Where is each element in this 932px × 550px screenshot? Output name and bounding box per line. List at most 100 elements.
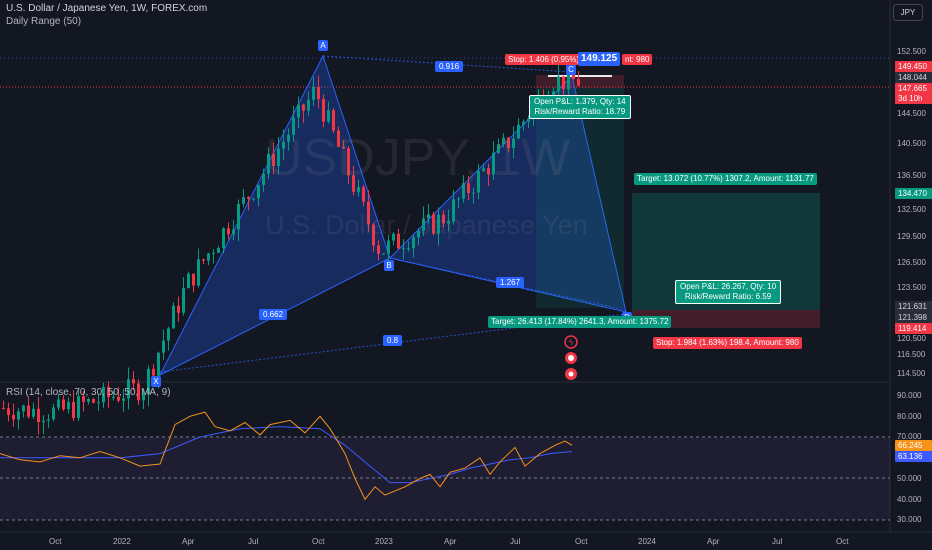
candle-body [272, 153, 275, 166]
candle-body [332, 110, 335, 131]
candle-body [407, 248, 410, 250]
rr-top-text: Risk/Reward Ratio: 18.79 [534, 107, 626, 116]
event-icons[interactable]: ϟ [564, 335, 578, 380]
candle-body [527, 118, 530, 122]
candle-body [397, 233, 400, 249]
candle-body [287, 134, 290, 142]
price-tag: 134.470 [895, 188, 932, 199]
candle-body [262, 173, 265, 185]
candle-body [337, 130, 340, 147]
candle-body [222, 228, 225, 249]
rsi-label[interactable]: RSI (14, close, 70, 30, 50, 50, MA, 9) [6, 387, 171, 398]
ratio-label-xb: 0.662 [259, 309, 288, 320]
price-axis-label: 152.500 [897, 47, 926, 56]
price-tag: 149.450 [895, 61, 932, 72]
candle-body [442, 214, 445, 224]
price-tag: 119.414 [895, 323, 932, 334]
candle-body [422, 218, 425, 232]
candle-body [372, 224, 375, 246]
candle-body [277, 148, 280, 166]
currency-button[interactable]: JPY [893, 4, 923, 21]
price-axis-label: 144.500 [897, 109, 926, 118]
candle-body [427, 214, 430, 219]
long-position-tool-bottom[interactable] [632, 193, 820, 328]
pattern-point-x: X [151, 376, 161, 387]
candle-body [347, 148, 350, 176]
candle-body [147, 368, 150, 394]
candle-body [87, 399, 90, 402]
candle-body [102, 386, 105, 403]
candle-body [132, 379, 135, 384]
candle-body [312, 86, 315, 100]
candle-body [457, 198, 460, 200]
price-axis-label: 132.500 [897, 205, 926, 214]
candle-body [7, 408, 10, 415]
candle-body [92, 399, 95, 403]
indicator-label[interactable]: Daily Range (50) [6, 16, 82, 27]
candle-body [232, 229, 235, 235]
long-position-tool-top[interactable] [536, 75, 624, 308]
candle-body [122, 398, 125, 401]
candle-body [37, 408, 40, 423]
candle-body [27, 405, 30, 417]
candle-body [267, 153, 270, 174]
time-axis-label: 2022 [113, 537, 131, 546]
candle-body [127, 379, 130, 399]
candle-body [307, 99, 310, 111]
candle-body [302, 104, 305, 111]
candle-body [387, 240, 390, 254]
chart-title: U.S. Dollar / Japanese Yen, 1W, FOREX.co… [6, 3, 208, 14]
candle-body [462, 183, 465, 199]
candle-body [437, 214, 440, 234]
candle-body [52, 407, 55, 420]
watermark-symbol: USDJPY, 1W [265, 129, 571, 187]
rsi-line [0, 411, 573, 501]
ratio-label-bd: 1.267 [496, 277, 525, 288]
candle-body [322, 99, 325, 122]
open-pl-top-text: Open P&L: 1.379, Qty: 14 [534, 97, 626, 106]
candle-body [552, 91, 555, 99]
time-axis-label: Oct [836, 537, 849, 546]
candle-body [482, 168, 485, 171]
time-axis-label: Jul [248, 537, 259, 546]
candlestick-series [2, 56, 580, 435]
candle-body [107, 386, 110, 398]
target-label-top: Target: 13.072 (10.77%) 1307.2, Amount: … [634, 173, 817, 185]
entry-price-label: 149.125 [578, 52, 621, 66]
price-axis-label: 129.500 [897, 232, 926, 241]
candle-body [247, 197, 250, 200]
candle-body [472, 192, 475, 194]
ratio-label-xd: 0.8 [383, 335, 403, 346]
candle-body [432, 214, 435, 234]
candle-body [67, 401, 70, 410]
candle-body [42, 420, 45, 423]
time-axis-label: Oct [312, 537, 325, 546]
candle-body [447, 221, 450, 224]
rsi-axis-label: 30.000 [897, 515, 922, 524]
candle-body [97, 402, 100, 404]
svg-text:ϟ: ϟ [569, 338, 574, 347]
candle-body [192, 273, 195, 286]
candle-body [2, 407, 5, 409]
time-axis-label: 2024 [638, 537, 656, 546]
candle-body [477, 170, 480, 193]
pattern-point-a: A [318, 40, 328, 51]
open-pl-bottom: Open P&L: 26.267, Qty: 10 Risk/Reward Ra… [675, 280, 782, 304]
price-axis-label: 123.500 [897, 283, 926, 292]
candle-body [292, 117, 295, 135]
rsi-ma-line [0, 426, 573, 484]
candle-body [72, 401, 75, 419]
candle-body [417, 231, 420, 238]
price-axis-label: 114.500 [897, 369, 926, 378]
candle-body [237, 203, 240, 230]
price-axis-label: 116.500 [897, 350, 926, 359]
candle-body [137, 383, 140, 401]
candle-body [342, 146, 345, 149]
countdown-tag: 3d 10h [895, 93, 932, 104]
candle-body [377, 245, 380, 254]
candle-body [517, 124, 520, 139]
candle-body [152, 368, 155, 376]
candle-body [112, 396, 115, 398]
candle-body [362, 187, 365, 202]
